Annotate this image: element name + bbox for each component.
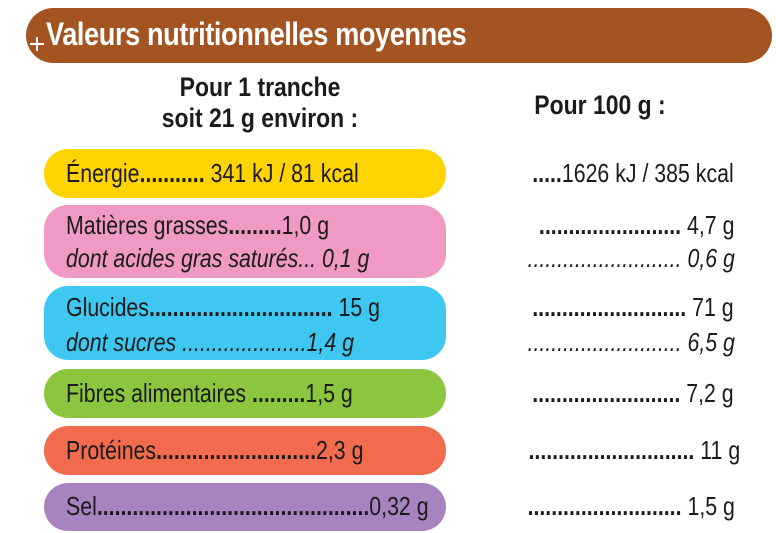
row-dont-sucres-per-100: .......................... 6,5 g xyxy=(482,327,735,357)
row-value: 7,2 g xyxy=(686,378,734,408)
row-value: 15 g xyxy=(338,292,381,322)
row-acides-gras-satures: dont acides gras saturés... 0,1 g xyxy=(66,243,436,273)
matieres-grasses-pill xyxy=(44,205,446,278)
row-value: 0,1 g xyxy=(321,243,370,273)
row-value: 1,4 g xyxy=(306,327,354,357)
row-value: 0,6 g xyxy=(687,243,735,273)
row-sel-per-100: .......................... 1,5 g xyxy=(482,491,735,521)
row-dots: ........................ xyxy=(538,210,681,240)
row-matieres-grasses: Matières grasses.........1,0 g xyxy=(66,210,387,240)
row-matieres-grasses-per-100: ........................ 4,7 g xyxy=(482,210,734,240)
row-label: Énergie xyxy=(66,158,140,188)
row-dots: ... xyxy=(298,243,317,273)
row-label: dont sucres xyxy=(66,327,177,357)
row-fibres: Fibres alimentaires .........1,5 g xyxy=(66,378,416,408)
row-label: Protéines xyxy=(66,435,157,465)
crosshair-icon xyxy=(30,37,44,51)
row-sel: Sel.....................................… xyxy=(66,491,508,521)
row-value: 6,5 g xyxy=(687,327,735,357)
row-value: 1626 kJ / 385 kcal xyxy=(562,158,734,188)
row-energie-per-100: .....1626 kJ / 385 kcal xyxy=(482,158,734,188)
row-dots: ............................ xyxy=(528,435,695,465)
glucides-pill xyxy=(44,286,446,360)
row-value: 11 g xyxy=(700,435,741,465)
row-dots: ..... xyxy=(532,158,563,188)
column-header-per-slice: Pour 1 tranche soit 21 g environ : xyxy=(133,72,388,134)
column-header-per-slice-line-1: Pour 1 tranche xyxy=(179,72,341,102)
row-dots: ..................... xyxy=(182,327,307,357)
energie-pill xyxy=(44,149,446,198)
row-value: 71 g xyxy=(692,292,734,322)
sel-pill xyxy=(44,483,446,531)
row-dots: ......................... xyxy=(532,378,681,408)
proteines-pill xyxy=(44,426,446,475)
row-fibres-per-100: ......................... 7,2 g xyxy=(482,378,734,408)
column-header-per-slice-line-2: soit 21 g environ : xyxy=(161,103,359,133)
row-value: 1,5 g xyxy=(305,378,353,408)
row-dots: .......................... xyxy=(527,243,682,273)
row-value: 0,32 g xyxy=(369,491,429,521)
row-glucides: Glucides............................... … xyxy=(66,292,449,322)
row-dots: ............................... xyxy=(148,292,333,322)
row-label: Fibres alimentaires xyxy=(66,378,247,408)
row-value: 341 kJ / 81 kcal xyxy=(210,158,359,188)
row-dots: .......................... xyxy=(532,292,687,322)
row-dots: ........................... xyxy=(156,435,317,465)
fibres-pill xyxy=(44,369,446,418)
row-proteines-per-100: ............................ 11 g xyxy=(482,435,740,465)
row-label: dont acides gras saturés xyxy=(66,243,299,273)
row-proteines: Protéines...........................2,3 … xyxy=(66,435,429,465)
row-acides-gras-satures-per-100: .......................... 0,6 g xyxy=(482,243,735,273)
row-value: 2,3 g xyxy=(316,435,364,465)
page-title: Valeurs nutritionnelles moyennes xyxy=(46,16,467,52)
row-label: Matières grasses xyxy=(66,210,229,240)
row-label: Sel xyxy=(66,491,97,521)
row-dots: ........... xyxy=(139,158,205,188)
row-glucides-per-100: .......................... 71 g xyxy=(482,292,734,322)
row-dots: ........................................… xyxy=(96,491,370,521)
row-dont-sucres: dont sucres .....................1,4 g xyxy=(66,327,417,357)
title-banner: Valeurs nutritionnelles moyennes xyxy=(26,8,772,63)
row-label: Glucides xyxy=(66,292,149,322)
row-dots: ......... xyxy=(252,378,306,408)
row-dots: ......... xyxy=(228,210,282,240)
row-value: 1,0 g xyxy=(281,210,330,240)
column-header-per-100g: Pour 100 g : xyxy=(534,90,666,120)
row-value: 4,7 g xyxy=(686,210,734,240)
row-value: 1,5 g xyxy=(687,491,735,521)
row-energie: Énergie........... 341 kJ / 81 kcal xyxy=(66,158,423,188)
row-dots: .......................... xyxy=(527,491,682,521)
row-dots: .......................... xyxy=(527,327,682,357)
